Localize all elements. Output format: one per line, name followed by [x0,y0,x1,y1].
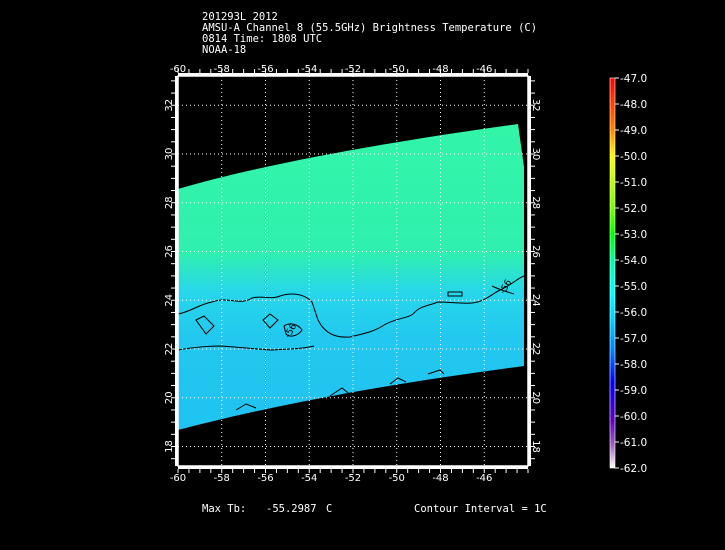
contour-lines [177,159,525,411]
colorbar-label: -57.0 [620,333,647,345]
lat-label-left: 18 [164,440,175,453]
max-tb-value: -55.2987 [266,503,317,515]
title-line-3: 0814 Time: 1808 UTC [202,33,323,45]
frame-edge [178,466,528,469]
lon-label-bottom: -56 [257,473,273,484]
lon-label-top: -58 [214,64,230,75]
lat-label-right: 18 [530,440,541,453]
lon-label-bottom: -58 [214,473,230,484]
lon-label-bottom: -46 [476,473,492,484]
title-line-1: 201293L 2012 [202,11,278,23]
lat-label-right: 30 [530,148,541,161]
lat-label-left: 26 [164,245,175,258]
colorbar-label: -53.0 [620,229,647,241]
lat-label-right: 26 [530,245,541,258]
colorbar-bar [609,77,616,469]
lon-label-top: -60 [170,64,186,75]
lon-label-bottom: -60 [170,473,186,484]
lat-label-left: 28 [164,196,175,209]
max-tb-unit: C [326,503,333,515]
lat-label-left: 30 [164,148,175,161]
lon-label-bottom: -50 [389,473,405,484]
frame-edge [175,76,178,466]
title-line-4: NOAA-18 [202,44,247,56]
lon-label-top: -52 [345,64,361,75]
lat-label-right: 28 [530,196,541,209]
lat-label-right: 32 [530,99,541,112]
colorbar-label: -48.0 [620,99,647,111]
lon-label-top: -46 [476,64,492,75]
colorbar-label: -51.0 [620,177,647,189]
colorbar-label: -60.0 [620,411,647,423]
colorbar-label: -55.0 [620,281,647,293]
colorbar-label: -61.0 [620,437,647,449]
colorbar-label: -52.0 [620,203,647,215]
colorbar-label: -54.0 [620,255,647,267]
colorbar-label: -56.0 [620,307,647,319]
lat-label-left: 32 [164,99,175,112]
colorbar-label: -59.0 [620,385,647,397]
colorbar-label: -47.0 [620,73,647,85]
lat-label-left: 20 [164,391,175,404]
lat-label-left: 24 [164,294,175,307]
lat-label-right: 20 [530,391,541,404]
lon-label-bottom: -54 [301,473,317,484]
contour-interval: Contour Interval = 1C [414,503,547,515]
lon-label-top: -50 [389,64,405,75]
colorbar-label: -50.0 [620,151,647,163]
frame-edge [178,73,528,76]
max-tb-label: Max Tb: [202,503,247,515]
lat-label-left: 22 [164,343,175,356]
lon-label-bottom: -52 [345,473,361,484]
lat-label-right: 24 [530,294,541,307]
lon-label-top: -54 [301,64,317,75]
colorbar-label: -49.0 [620,125,647,137]
colorbar-label: -62.0 [620,463,647,475]
lat-label-right: 22 [530,343,541,356]
lon-label-top: -48 [432,64,448,75]
lon-label-bottom: -48 [432,473,448,484]
lon-label-top: -56 [257,64,273,75]
frame-edge [528,76,531,466]
title-line-2: AMSU-A Channel 8 (55.5GHz) Brightness Te… [202,22,538,34]
brightness-swath [178,124,524,430]
colorbar-label: -58.0 [620,359,647,371]
